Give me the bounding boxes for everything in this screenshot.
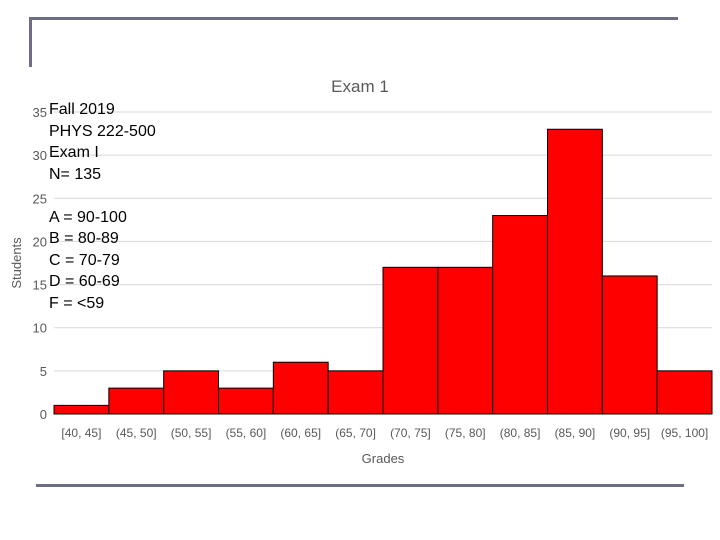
annotation-spacer [49, 185, 156, 207]
x-tick-label: (70, 75] [390, 426, 431, 440]
annotation-count: N= 135 [49, 165, 102, 183]
x-tick-label: (45, 50] [116, 426, 157, 440]
y-tick-label: 0 [40, 407, 47, 422]
x-axis-label: Grades [362, 451, 405, 466]
slide-frame-bottom-line [36, 484, 684, 487]
slide-frame-top-line [29, 17, 678, 20]
annotation-exam: Exam I [49, 144, 99, 161]
histogram-bars [53, 128, 713, 415]
y-tick-labels: 0 5 10 15 20 25 30 35 [33, 105, 47, 422]
x-tick-label: (65, 70] [335, 426, 376, 440]
y-tick-label: 15 [33, 278, 47, 293]
y-axis-label: Students [9, 237, 24, 289]
y-tick-label: 5 [40, 364, 47, 379]
annotation-course: PHYS 222-500 [49, 122, 156, 140]
x-tick-label: (55, 60] [226, 426, 267, 440]
y-tick-label: 35 [33, 105, 47, 120]
annotation-grade-a: A = 90-100 [49, 208, 127, 226]
histogram-bar [163, 370, 220, 415]
y-tick-label: 25 [33, 191, 47, 206]
histogram-bar [327, 370, 384, 415]
histogram-bar [53, 404, 110, 415]
y-tick-label: 10 [33, 321, 47, 336]
x-tick-label: (50, 55] [171, 426, 212, 440]
y-tick-label: 30 [33, 148, 47, 163]
x-tick-label: (75, 80] [445, 426, 486, 440]
histogram-bar [382, 266, 439, 415]
y-tick-label: 20 [33, 234, 47, 249]
x-tick-label: (85, 90] [555, 426, 596, 440]
chart-title: Exam 1 [331, 77, 389, 96]
histogram-bar [108, 387, 165, 415]
histogram-bar [601, 275, 658, 415]
slide-frame-left-line [29, 17, 32, 67]
x-tick-label: (95, 100] [661, 426, 708, 440]
x-tick-label: [40, 45] [61, 426, 101, 440]
annotation-grade-c: C = 70-79 [49, 251, 120, 269]
x-tick-label: (60, 65] [280, 426, 321, 440]
histogram-bar [218, 387, 274, 415]
annotation-grade-f: F = <59 [49, 294, 105, 312]
annotation-grade-d: D = 60-69 [49, 273, 120, 290]
histogram-bar [437, 266, 494, 415]
histogram-bar [492, 215, 548, 415]
exam-info-annotation: Fall 2019 PHYS 222-500 Exam I N= 135 A =… [49, 99, 156, 314]
x-tick-label: (80, 85] [500, 426, 541, 440]
histogram-bar [547, 128, 603, 415]
x-tick-label: (90, 95] [609, 426, 650, 440]
histogram-bar [656, 370, 713, 415]
annotation-semester: Fall 2019 [49, 101, 115, 118]
histogram-bar [272, 361, 329, 415]
annotation-grade-b: B = 80-89 [49, 230, 119, 247]
x-tick-labels: [40, 45] (45, 50] (50, 55] (55, 60] (60, 65]… [61, 426, 708, 440]
